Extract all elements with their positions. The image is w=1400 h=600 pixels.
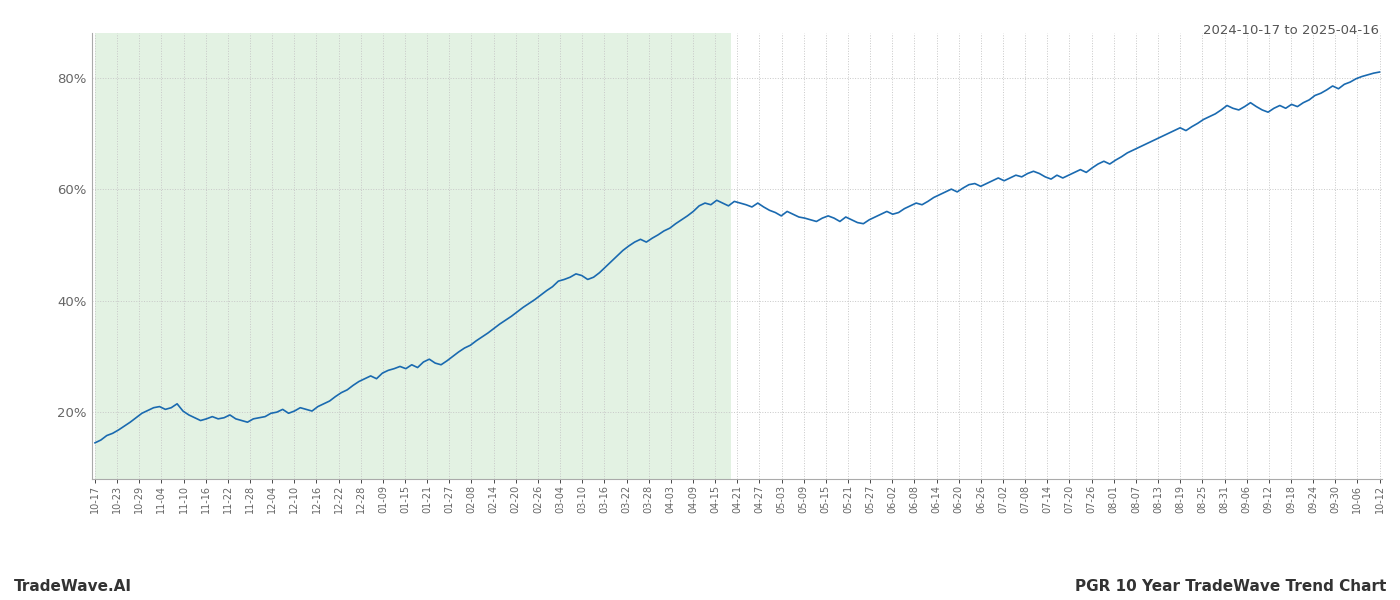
Bar [95, 33, 731, 479]
Text: PGR 10 Year TradeWave Trend Chart: PGR 10 Year TradeWave Trend Chart [1075, 579, 1386, 594]
Text: 2024-10-17 to 2025-04-16: 2024-10-17 to 2025-04-16 [1203, 24, 1379, 37]
Text: TradeWave.AI: TradeWave.AI [14, 579, 132, 594]
